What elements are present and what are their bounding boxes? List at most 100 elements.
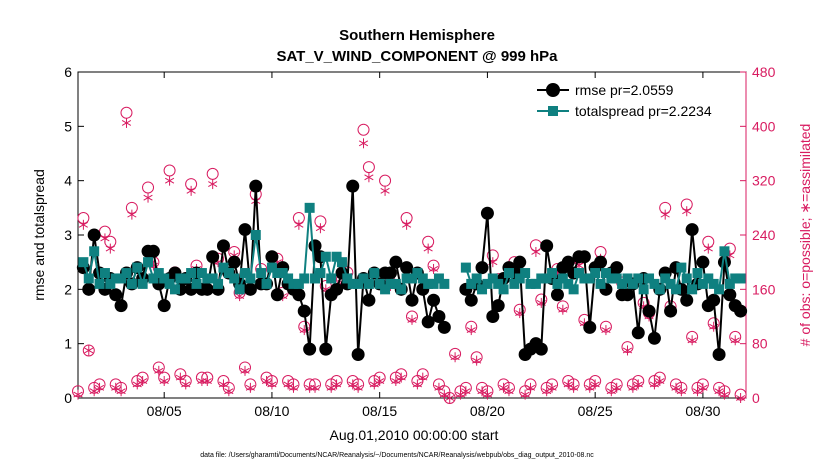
totalspread-point <box>245 273 256 284</box>
totalspread-point <box>439 278 450 289</box>
totalspread-point <box>471 273 482 284</box>
rmse-point <box>292 288 306 302</box>
obs-assimilated-point <box>612 382 622 393</box>
obs-assimilated-point <box>719 389 730 400</box>
totalspread-point <box>412 268 423 279</box>
rmse-point <box>680 293 694 307</box>
totalspread-point <box>541 273 552 284</box>
rmse-point <box>216 239 230 253</box>
obs-assimilated-point <box>450 352 460 363</box>
obs-assimilated-point <box>224 386 234 397</box>
totalspread-point <box>509 278 520 289</box>
totalspread-point <box>121 268 132 279</box>
rmse-point <box>319 342 333 356</box>
totalspread-point <box>266 262 277 273</box>
totalspread-point <box>126 278 137 289</box>
obs-assimilated-point <box>202 376 212 387</box>
rmse-point <box>303 342 317 356</box>
rmse-point <box>227 255 241 269</box>
rmse-point <box>330 282 344 296</box>
obs-assimilated-point <box>423 243 433 254</box>
x-tick-label: 08/15 <box>362 403 397 419</box>
obs-assimilated-point <box>159 376 169 387</box>
obs-assimilated-point <box>138 376 148 387</box>
totalspread-point <box>687 284 698 295</box>
obs-assimilated-point <box>698 382 708 393</box>
totalspread-point <box>94 278 105 289</box>
x-axis: 08/05 08/10 08/15 08/20 08/25 08/30 <box>147 72 721 419</box>
obs-assimilated-point <box>245 382 255 393</box>
x-tick-label: 08/25 <box>578 403 613 419</box>
obs-assimilated-point <box>73 389 83 400</box>
totalspread-point <box>552 278 563 289</box>
totalspread-point <box>261 278 272 289</box>
rmse-point <box>82 282 96 296</box>
totalspread-point <box>660 273 671 284</box>
rmse-point <box>346 179 360 193</box>
totalspread-point <box>482 278 493 289</box>
y-right-tick-label: 80 <box>752 336 768 352</box>
totalspread-point <box>487 273 498 284</box>
totalspread-point <box>590 268 601 279</box>
x-tick-label: 08/20 <box>470 403 505 419</box>
obs-assimilated-point <box>315 223 326 234</box>
y-left-tick-label: 0 <box>64 390 72 406</box>
obs-assimilated-point <box>331 379 342 390</box>
totalspread-point <box>466 278 477 289</box>
y-right-tick-label: 0 <box>752 390 760 406</box>
obs-assimilated-point <box>310 382 320 393</box>
obs-assimilated-point <box>520 389 530 400</box>
y-axis-right-label: # of obs: o=possible; ∗=assimilated <box>797 124 813 347</box>
obs-assimilated-point <box>418 372 428 383</box>
totalspread-point <box>326 273 337 284</box>
totalspread-point <box>250 230 261 240</box>
totalspread-point <box>557 273 568 284</box>
rmse-point <box>475 261 489 275</box>
rmse-point <box>383 266 397 280</box>
x-tick-label: 08/05 <box>147 403 182 419</box>
totalspread-point <box>293 278 304 289</box>
totalspread-point <box>240 268 250 279</box>
totalspread-point <box>520 268 531 279</box>
obs-assimilated-point <box>407 314 417 325</box>
legend-totalspread-marker <box>548 106 558 116</box>
rmse-point <box>270 288 284 302</box>
totalspread-point <box>320 251 331 262</box>
obs-possible-point <box>357 123 370 136</box>
rmse-point <box>400 261 414 275</box>
y-right-tick-label: 400 <box>752 118 776 134</box>
totalspread-point <box>493 278 504 289</box>
obs-assimilated-point <box>655 376 665 387</box>
obs-assimilated-point <box>687 335 697 346</box>
totalspread-point <box>681 273 692 284</box>
obs-possible-point <box>82 344 95 357</box>
totalspread-point <box>83 273 94 284</box>
totalspread-series <box>78 202 746 295</box>
totalspread-point <box>277 268 288 279</box>
y-left-tick-label: 6 <box>64 64 72 80</box>
obs-assimilated-point <box>412 379 422 390</box>
rmse-point <box>351 348 365 362</box>
totalspread-point <box>514 273 525 284</box>
rmse-point <box>114 299 128 313</box>
totalspread-point <box>708 278 719 289</box>
totalspread-point <box>380 284 391 295</box>
obs-assimilated-point <box>121 117 132 128</box>
rmse-point <box>389 255 403 269</box>
y-right-tick-label: 240 <box>752 227 776 243</box>
totalspread-point <box>186 268 197 279</box>
totalspread-point <box>331 251 342 262</box>
totalspread-point <box>460 262 471 273</box>
obs-assimilated-point <box>601 325 611 336</box>
totalspread-point <box>724 278 735 289</box>
obs-assimilated-point <box>294 219 304 230</box>
totalspread-point <box>358 273 369 284</box>
totalspread-point <box>196 268 207 279</box>
totalspread-point <box>676 262 687 273</box>
totalspread-point <box>697 278 708 289</box>
rmse-point <box>642 304 656 318</box>
rmse-point <box>734 304 748 318</box>
totalspread-point <box>143 257 154 268</box>
obs-assimilated-point <box>94 382 105 393</box>
obs-assimilated-point <box>472 355 482 366</box>
